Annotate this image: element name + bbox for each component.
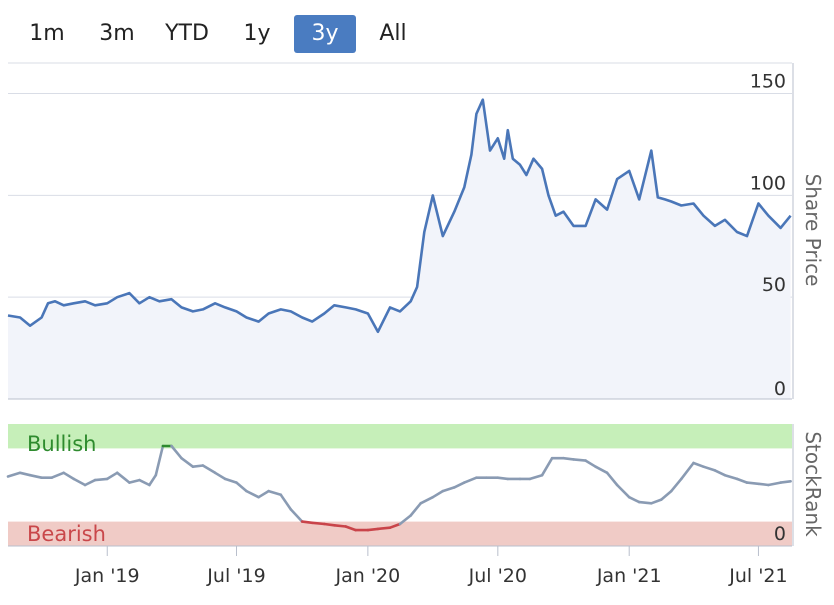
stockrank-segment xyxy=(441,486,456,493)
stockrank-segment xyxy=(692,461,705,469)
stockrank-segment xyxy=(637,500,653,505)
stockrank-segment xyxy=(649,498,663,505)
stockrank-segment xyxy=(138,478,151,487)
stockrank-segment xyxy=(115,471,131,484)
price-area xyxy=(8,99,791,399)
stockrank-segment xyxy=(779,479,792,484)
stockrank-segment xyxy=(431,489,445,499)
bearish-zone xyxy=(8,521,792,546)
x-tick-label: Jan '21 xyxy=(596,565,662,587)
stockrank-segment xyxy=(201,464,217,475)
stockrank-segment xyxy=(322,522,336,527)
stockrank-segment xyxy=(679,461,695,481)
stockrank-segment xyxy=(128,478,141,484)
stockrank-segment xyxy=(257,489,270,499)
stockrank-segment xyxy=(376,526,392,531)
x-axis: Jan '19 Jul '19 Jan '20 Jul '20 Jan '21 Jul '… xyxy=(74,546,788,587)
range-button-ytd[interactable]: YTD xyxy=(165,21,209,46)
bullish-label: Bullish xyxy=(27,432,96,456)
stockrank-segment xyxy=(28,473,43,480)
price-tick-label: 50 xyxy=(762,274,786,296)
range-button-1y[interactable]: 1y xyxy=(243,21,271,46)
stockrank-segment xyxy=(702,465,717,472)
stockrank-segment xyxy=(605,471,619,487)
price-tick-label: 0 xyxy=(774,378,786,400)
stockrank-segment xyxy=(332,523,348,528)
x-tick-label: Jan '19 xyxy=(74,565,140,587)
stockrank-segment xyxy=(388,522,402,530)
stockrank-segment xyxy=(615,483,631,499)
stockrank-segment xyxy=(462,476,478,484)
stockrank-segment xyxy=(735,477,749,484)
stockrank-segment xyxy=(267,489,283,497)
stockrank-segment xyxy=(223,477,238,484)
stockrank-segment xyxy=(170,444,183,460)
stockrank-segment xyxy=(745,481,760,486)
stockrank-segment xyxy=(105,471,119,481)
stockrank-segment xyxy=(180,456,195,469)
range-button-all[interactable]: All xyxy=(379,21,407,46)
x-tick-label: Jul '20 xyxy=(468,565,527,587)
price-tick-label: 100 xyxy=(750,172,786,194)
stockrank-segment xyxy=(62,471,75,481)
stockrank-segment xyxy=(289,508,304,523)
stockrank-segment xyxy=(310,521,326,526)
bullish-zone xyxy=(8,424,792,449)
stockrank-segment xyxy=(659,489,673,501)
stockrank-segment xyxy=(279,493,293,511)
stockrank-segment xyxy=(6,471,22,478)
range-button-3m[interactable]: 3m xyxy=(99,21,135,46)
x-tick-label: Jan '20 xyxy=(335,565,401,587)
stockrank-segment xyxy=(148,473,158,487)
stockrank-segment xyxy=(584,459,597,469)
stockrank-segment xyxy=(572,458,587,462)
stockrank-segment xyxy=(300,520,314,525)
bearish-label: Bearish xyxy=(27,522,106,546)
stockrank-segment xyxy=(419,495,435,505)
stockrank-segment xyxy=(245,489,260,499)
x-tick-label: Jul '21 xyxy=(728,565,787,587)
stockrank-segment xyxy=(366,527,380,532)
price-tick-labels: 0 50 100 150 xyxy=(750,71,786,400)
stockrank-segment xyxy=(496,476,510,481)
x-tick-label: Jul '19 xyxy=(206,565,265,587)
stockrank-segment xyxy=(757,482,770,487)
stockrank-line xyxy=(6,444,792,532)
stockrank-segment xyxy=(594,465,609,475)
range-button-3y[interactable]: 3y xyxy=(294,15,356,53)
stockrank-segment xyxy=(627,495,641,504)
stockrank-segment xyxy=(235,481,248,493)
stockrank-segment xyxy=(528,473,544,481)
stockrank-segment xyxy=(344,525,358,532)
stockrank-segment xyxy=(409,501,423,517)
stockrank-segment xyxy=(213,471,227,481)
stockrank-segment xyxy=(723,473,739,481)
stockrank-segment xyxy=(191,464,205,469)
stockrank-segment xyxy=(83,478,97,487)
stockrank-segment xyxy=(72,477,87,487)
stockrank-segment xyxy=(93,477,109,482)
stockrank-segment xyxy=(18,471,32,477)
stockrank-segment xyxy=(50,471,66,480)
stockrank-segment xyxy=(562,456,575,461)
range-button-1m[interactable]: 1m xyxy=(29,21,65,46)
share-price-axis-title: Share Price xyxy=(801,174,825,287)
stockrank-segment xyxy=(398,514,413,526)
stockrank-segment xyxy=(154,444,165,477)
rank-tick-label: 0 xyxy=(774,523,786,545)
stockrank-axis-title: StockRank xyxy=(801,431,825,537)
price-line xyxy=(7,98,792,334)
stockrank-segment xyxy=(540,456,554,477)
stockrank-segment xyxy=(452,481,466,489)
stockrank-segment xyxy=(713,469,727,477)
price-tick-label: 150 xyxy=(750,71,786,93)
stockrank-segment xyxy=(669,477,683,493)
stockrank-segment xyxy=(767,481,782,487)
range-selector: 1m 3m YTD 1y 3y All xyxy=(0,12,460,56)
